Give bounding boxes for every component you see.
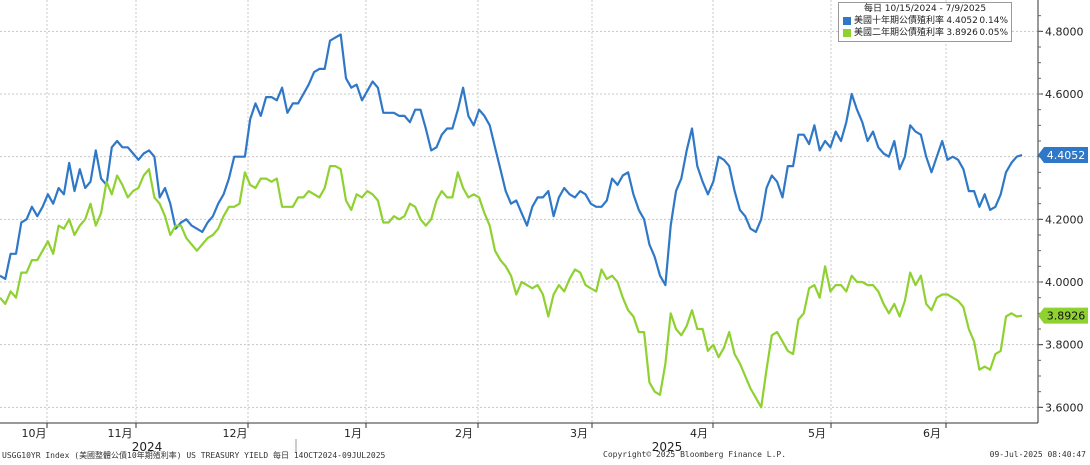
last-value-tag-2y xyxy=(1038,307,1088,324)
x-tick-label-month: 12月 xyxy=(223,427,248,440)
legend-header: 每日 10/15/2024 - 7/9/2025 xyxy=(863,4,987,14)
legend-swatch-10y xyxy=(843,17,851,25)
legend-swatch-2y xyxy=(843,29,851,37)
x-tick-label-month: 1月 xyxy=(344,427,362,440)
y-tick-label: 4.0000 xyxy=(1045,276,1084,289)
y-tick-label: 4.2000 xyxy=(1045,213,1084,226)
series-line-2y xyxy=(0,165,1023,409)
x-tick-label-month: 6月 xyxy=(923,427,941,440)
last-value-tags: 4.4052 3.8926 xyxy=(1038,147,1088,324)
legend-item-2y: 美國二年期公債殖利率 3.8926 0.05% xyxy=(839,27,1011,39)
legend: 每日 10/15/2024 - 7/9/2025 美國十年期公債殖利率 4.40… xyxy=(838,2,1012,42)
legend-item-10y: 美國十年期公債殖利率 4.4052 0.14% xyxy=(839,15,1011,27)
legend-change-10y: 0.14% xyxy=(979,16,1008,26)
series-line-10y xyxy=(0,33,1023,287)
x-tick-label-month: 5月 xyxy=(808,427,826,440)
y-tick-label: 3.8000 xyxy=(1045,339,1084,352)
legend-value-2y: 3.8926 xyxy=(946,28,978,38)
y-tick-label: 4.6000 xyxy=(1045,88,1084,101)
x-tick-label-month: 3月 xyxy=(570,427,588,440)
footer-index-description: USGG10YR Index (美國整體公債10年期殖利率) US TREASU… xyxy=(2,451,386,460)
plot-frame xyxy=(0,0,1039,424)
legend-label-10y: 美國十年期公債殖利率 xyxy=(854,16,945,26)
x-tick-label-month: 10月 xyxy=(22,427,47,440)
y-tick-label: 3.6000 xyxy=(1045,401,1084,414)
legend-change-2y: 0.05% xyxy=(979,28,1008,38)
series-lines xyxy=(0,33,1023,409)
x-axis: 10月 11月 12月 1月 2月 3月 4月 5月 6月 2024 2025 xyxy=(22,423,947,454)
y-tick-label: 4.8000 xyxy=(1045,25,1084,38)
x-tick-label-month: 2月 xyxy=(455,427,473,440)
footer-timestamp: 09-Jul-2025 08:40:47 xyxy=(989,450,1086,459)
last-value-label-2y: 3.8926 xyxy=(1047,310,1086,323)
x-tick-label-year: 2024 xyxy=(132,440,163,454)
x-tick-label-year: 2025 xyxy=(652,440,683,454)
last-value-label-10y: 4.4052 xyxy=(1047,149,1086,162)
legend-label-2y: 美國二年期公債殖利率 xyxy=(854,28,945,38)
x-tick-label-month: 4月 xyxy=(690,427,708,440)
last-value-tag-10y xyxy=(1038,147,1088,164)
footer-copyright: Copyright© 2025 Bloomberg Finance L.P. xyxy=(603,450,787,459)
legend-value-10y: 4.4052 xyxy=(946,16,978,26)
x-tick-label-month: 11月 xyxy=(108,427,133,440)
